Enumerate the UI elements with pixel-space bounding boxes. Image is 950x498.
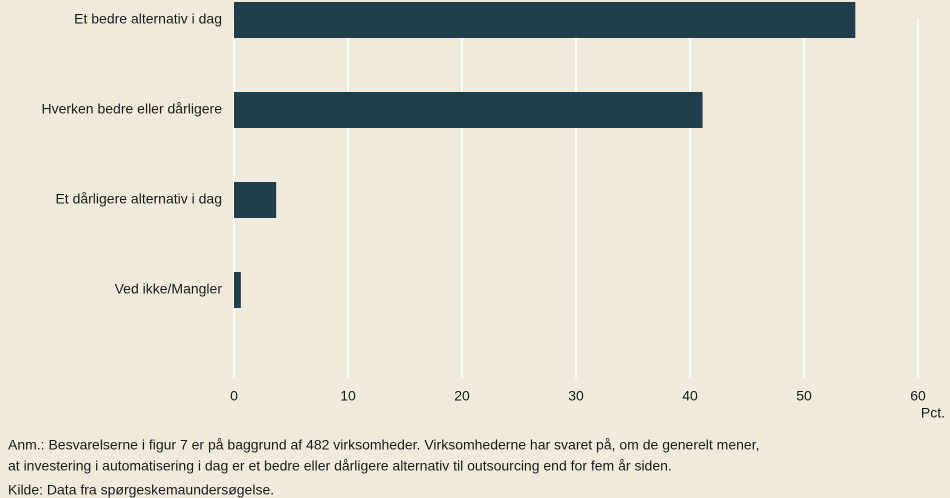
x-tick-label: 50 (796, 388, 812, 404)
y-tick-label: Et bedre alternativ i dag (74, 11, 222, 27)
bar (234, 182, 277, 218)
x-tick-label: 30 (568, 388, 584, 404)
x-tick-label: 20 (454, 388, 470, 404)
x-tick-label: 60 (910, 388, 926, 404)
y-tick-label: Hverken bedre eller dårligere (41, 101, 222, 117)
source: Kilde: Data fra spørgeskemaundersøgelse. (8, 482, 274, 498)
note: Anm.: Besvarelserne i figur 7 er på bagg… (8, 437, 759, 453)
x-tick-label: 40 (682, 388, 698, 404)
y-tick-label: Ved ikke/Mangler (115, 281, 223, 297)
x-tick-label: 0 (230, 388, 238, 404)
note: at investering i automatisering i dag er… (8, 458, 672, 474)
x-axis-label: Pct. (921, 405, 945, 421)
y-tick-label: Et dårligere alternativ i dag (55, 191, 222, 207)
bar (234, 2, 856, 38)
bar (234, 272, 241, 308)
bar (234, 92, 703, 128)
x-tick-label: 10 (340, 388, 356, 404)
